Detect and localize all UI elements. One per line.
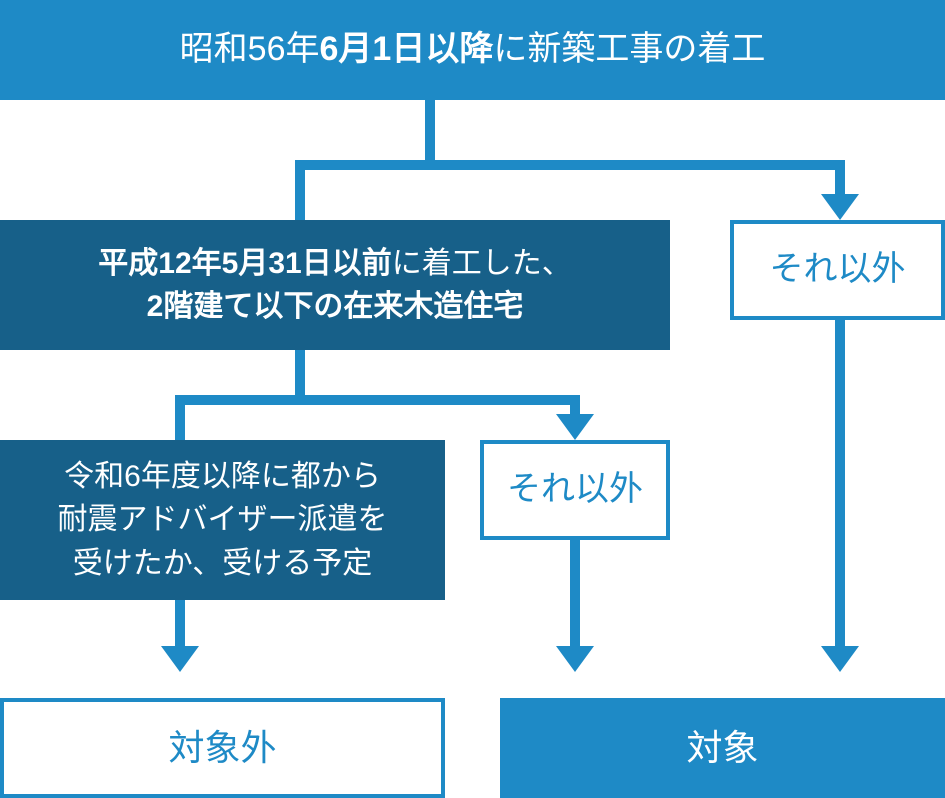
node-out_included: 対象 bbox=[500, 698, 945, 798]
flowchart-canvas: 昭和56年6月1日以降に新築工事の着工平成12年5月31日以前に着工した、2階建… bbox=[0, 0, 945, 798]
node-cond1: 平成12年5月31日以前に着工した、2階建て以下の在来木造住宅 bbox=[0, 220, 670, 350]
node-out_included-label: 対象 bbox=[686, 722, 758, 774]
node-out_excluded: 対象外 bbox=[0, 698, 445, 798]
node-out_excluded-label: 対象外 bbox=[168, 722, 276, 774]
node-cond2-label: 令和6年度以降に都から耐震アドバイザー派遣を受けたか、受ける予定 bbox=[58, 455, 388, 586]
node-other1: それ以外 bbox=[730, 220, 945, 320]
node-cond2: 令和6年度以降に都から耐震アドバイザー派遣を受けたか、受ける予定 bbox=[0, 440, 445, 600]
node-root: 昭和56年6月1日以降に新築工事の着工 bbox=[0, 0, 945, 100]
connectors-layer bbox=[0, 0, 945, 798]
node-cond1-label: 平成12年5月31日以前に着工した、2階建て以下の在来木造住宅 bbox=[98, 242, 571, 329]
node-root-label: 昭和56年6月1日以降に新築工事の着工 bbox=[180, 25, 766, 74]
node-other2-label: それ以外 bbox=[507, 465, 643, 514]
node-other2: それ以外 bbox=[480, 440, 670, 540]
node-other1-label: それ以外 bbox=[770, 245, 906, 294]
